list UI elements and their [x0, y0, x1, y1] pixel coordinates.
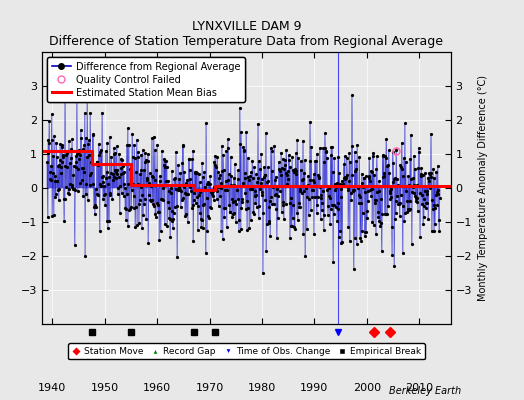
Legend: Difference from Regional Average, Quality Control Failed, Estimated Station Mean: Difference from Regional Average, Qualit…: [47, 57, 245, 102]
Text: Berkeley Earth: Berkeley Earth: [389, 386, 461, 396]
Title: LYNXVILLE DAM 9
Difference of Station Temperature Data from Regional Average: LYNXVILLE DAM 9 Difference of Station Te…: [49, 20, 443, 48]
Legend: Station Move, Record Gap, Time of Obs. Change, Empirical Break: Station Move, Record Gap, Time of Obs. C…: [68, 343, 425, 359]
Y-axis label: Monthly Temperature Anomaly Difference (°C): Monthly Temperature Anomaly Difference (…: [477, 75, 487, 301]
